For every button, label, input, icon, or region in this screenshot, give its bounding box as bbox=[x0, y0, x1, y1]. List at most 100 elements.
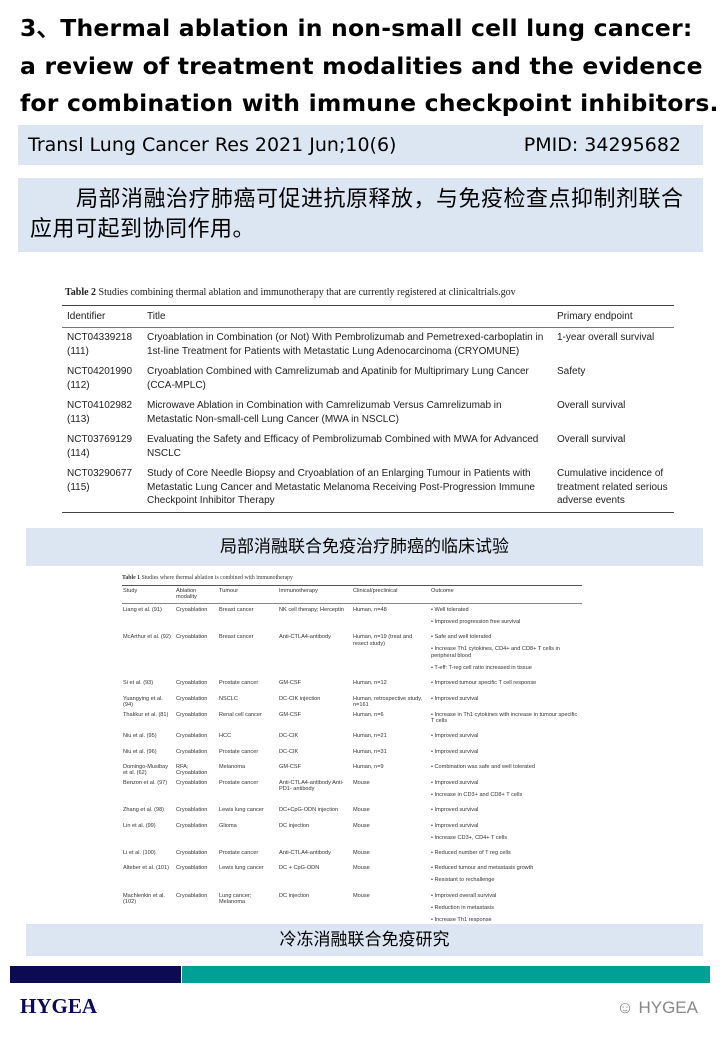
table-row: Lin et al. (99) Cryoablation Glioma DC inje… bbox=[122, 820, 582, 847]
cell-clinical: Human, n=12 bbox=[353, 680, 387, 687]
outcome-item: • Improved survival bbox=[431, 822, 479, 829]
cell-title: Microwave Ablation in Combination with C… bbox=[147, 400, 502, 425]
cell-title: Study of Core Needle Biopsy and Cryoabla… bbox=[147, 468, 535, 506]
slide-title: 3、Thermal ablation in non-small cell lun… bbox=[20, 10, 720, 123]
outcome-item: • Safe and well tolerated bbox=[431, 634, 492, 641]
cell-tumour: Breast cancer bbox=[219, 634, 254, 641]
cell-clinical: Human, n=6 bbox=[353, 711, 384, 718]
cell-outcome: • Improved survival • Increase in CD3+ an… bbox=[430, 777, 582, 804]
cell-study: Lin et al. (99) bbox=[123, 822, 156, 829]
watermark-text: HYGEA bbox=[638, 998, 698, 1017]
cell-endpoint: 1-year overall survival bbox=[557, 332, 655, 343]
cell-modality: Cryoablation bbox=[176, 822, 208, 829]
cell-immuno: DC + CpG-ODN bbox=[279, 865, 320, 872]
table-row: NCT03769129 (114) Evaluating the Safety a… bbox=[62, 430, 674, 464]
cell-modality: Cryoablation bbox=[176, 748, 208, 755]
cell-clinical: Mouse bbox=[353, 892, 370, 899]
summary-box: 局部消融治疗肺癌可促进抗原释放，与免疫检查点抑制剂联合应用可起到协同作用。 bbox=[18, 178, 703, 252]
outcome-item: • Increase Th1 cytokines, CD4+ and CD8+ … bbox=[431, 646, 560, 659]
cell-id: NCT03769129 (114) bbox=[67, 434, 133, 459]
column-header: Title bbox=[142, 305, 552, 328]
outcome-item: • Improved progression free survival bbox=[431, 618, 521, 625]
cell-modality: RFA; Cryoablation bbox=[176, 763, 208, 777]
cell-modality: Cryoablation bbox=[176, 807, 208, 814]
cell-immuno: DC+CpG-ODN injection bbox=[279, 807, 339, 814]
cell-tumour: Prostate cancer bbox=[219, 849, 259, 856]
cell-outcome: • Well tolerated • Improved progression f… bbox=[430, 603, 582, 631]
cell-immuno: Anti-CTLA4-antibody bbox=[279, 849, 331, 856]
outcome-item: • Improved survival bbox=[431, 779, 479, 786]
table-row: Alteber et al. (101) Cryoablation Lewis lu… bbox=[122, 862, 582, 889]
cell-outcome: • Improved survival bbox=[430, 731, 582, 746]
title-line: for combination with immune checkpoint i… bbox=[20, 89, 719, 117]
cell-modality: Cryoablation bbox=[176, 606, 208, 613]
table-row: NCT04102982 (113) Microwave Ablation in C… bbox=[62, 396, 674, 430]
cell-tumour: HCC bbox=[219, 733, 232, 740]
cell-immuno: DC injection bbox=[279, 822, 310, 829]
outcome-item: • Improved survival bbox=[431, 748, 479, 755]
outcome-item: • Reduction in metastasis bbox=[431, 904, 494, 911]
cell-tumour: NSCLC bbox=[219, 695, 238, 702]
cell-study: Benzon et al. (97) bbox=[123, 779, 168, 786]
watermark: ☺ HYGEA bbox=[616, 998, 698, 1018]
table-row: Niu et al. (95) Cryoablation HCC DC-CIK Huma… bbox=[122, 731, 582, 746]
cell-study: Machlenkin et al. (102) bbox=[123, 892, 165, 906]
cell-title: Evaluating the Safety and Efficacy of Pe… bbox=[147, 434, 539, 459]
outcome-item: • Combination was safe and well tolerate… bbox=[431, 763, 535, 770]
footer-teal-bar bbox=[182, 966, 710, 983]
cell-tumour: Glioma bbox=[219, 822, 237, 829]
cell-outcome: • Increase in Th1 cytokines with increas… bbox=[430, 709, 582, 731]
column-header: Clinical/preclinical bbox=[352, 585, 430, 604]
cell-tumour: Prostate cancer bbox=[219, 748, 259, 755]
cell-modality: Cryoablation bbox=[176, 634, 208, 641]
table-row: Niu et al. (96) Cryoablation Prostate canc… bbox=[122, 746, 582, 761]
cell-clinical: Mouse bbox=[353, 779, 370, 786]
cell-study: Yuangying et al. (94) bbox=[123, 695, 163, 709]
cell-id: NCT04201990 (112) bbox=[67, 366, 133, 391]
table-label: Table 2 bbox=[65, 287, 97, 298]
cell-outcome: • Improved overall survival • Reduction i… bbox=[430, 890, 582, 930]
outcome-item: • Increase in CD3+ and CD8+ T cells bbox=[431, 792, 523, 799]
outcome-item: • Well tolerated bbox=[431, 606, 469, 613]
table-caption-text: Studies where thermal ablation is combin… bbox=[141, 575, 293, 581]
table-row: Zhang et al. (98) Cryoablation Lewis lung … bbox=[122, 804, 582, 819]
cell-outcome: • Improved survival • Increase CD3+, CD4+… bbox=[430, 820, 582, 847]
column-header: Immunotherapy bbox=[278, 585, 352, 604]
cell-immuno: GM-CSF bbox=[279, 680, 302, 687]
cell-modality: Cryoablation bbox=[176, 733, 208, 740]
cell-tumour: Prostate cancer bbox=[219, 779, 259, 786]
cell-immuno: Anti-CTLA4-antibody Anti-PD1- antibody bbox=[279, 779, 344, 793]
cell-study: Li et al. (100) bbox=[123, 849, 156, 856]
cell-outcome: • Combination was safe and well tolerate… bbox=[430, 761, 582, 777]
cell-outcome: • Reduced number of T reg cells bbox=[430, 847, 582, 862]
cell-clinical: Mouse bbox=[353, 849, 370, 856]
column-header: Primary endpoint bbox=[552, 305, 674, 328]
table-2: Table 2 Studies combining thermal ablati… bbox=[62, 286, 674, 513]
cell-modality: Cryoablation bbox=[176, 865, 208, 872]
column-header: Tumour bbox=[218, 585, 278, 604]
cell-immuno: Anti-CTLA4-antibody bbox=[279, 634, 331, 641]
outcome-item: • Reduced tumour and metastasis growth bbox=[431, 865, 534, 872]
cell-title: Cryoablation Combined with Camrelizumab … bbox=[147, 366, 529, 391]
outcome-item: • Improved survival bbox=[431, 807, 479, 814]
wechat-icon: ☺ bbox=[616, 998, 634, 1017]
title-line: a review of treatment modalities and the… bbox=[20, 51, 703, 80]
cell-outcome: • Improved tumour specific T cell respon… bbox=[430, 678, 582, 693]
cell-tumour: Lung cancer; Melanoma bbox=[219, 892, 252, 906]
hygea-logo: HYGEA bbox=[20, 994, 98, 1018]
outcome-item: • Increase CD3+, CD4+ T cells bbox=[431, 834, 508, 841]
cell-immuno: NK cell therapy; Herceptin bbox=[279, 606, 344, 613]
table-2-caption: Table 2 Studies combining thermal ablati… bbox=[65, 286, 674, 300]
cell-id: NCT04102982 (113) bbox=[67, 400, 133, 425]
outcome-item: • Resistant to rechallenge bbox=[431, 877, 495, 884]
cell-endpoint: Cumulative incidence of treatment relate… bbox=[557, 468, 668, 506]
cell-modality: Cryoablation bbox=[176, 695, 208, 702]
table-row: Si et al. (93) Cryoablation Prostate cance… bbox=[122, 678, 582, 693]
cell-tumour: Lewis lung cancer bbox=[219, 807, 264, 814]
cell-outcome: • Reduced tumour and metastasis growth • … bbox=[430, 862, 582, 889]
table-row: Li et al. (100) Cryoablation Prostate canc… bbox=[122, 847, 582, 862]
outcome-item: • Improved tumour specific T cell respon… bbox=[431, 680, 537, 687]
cell-clinical: Mouse bbox=[353, 807, 370, 814]
title-line: 3、Thermal ablation in non-small cell lun… bbox=[20, 14, 693, 42]
outcome-item: • Improved overall survival bbox=[431, 892, 497, 899]
